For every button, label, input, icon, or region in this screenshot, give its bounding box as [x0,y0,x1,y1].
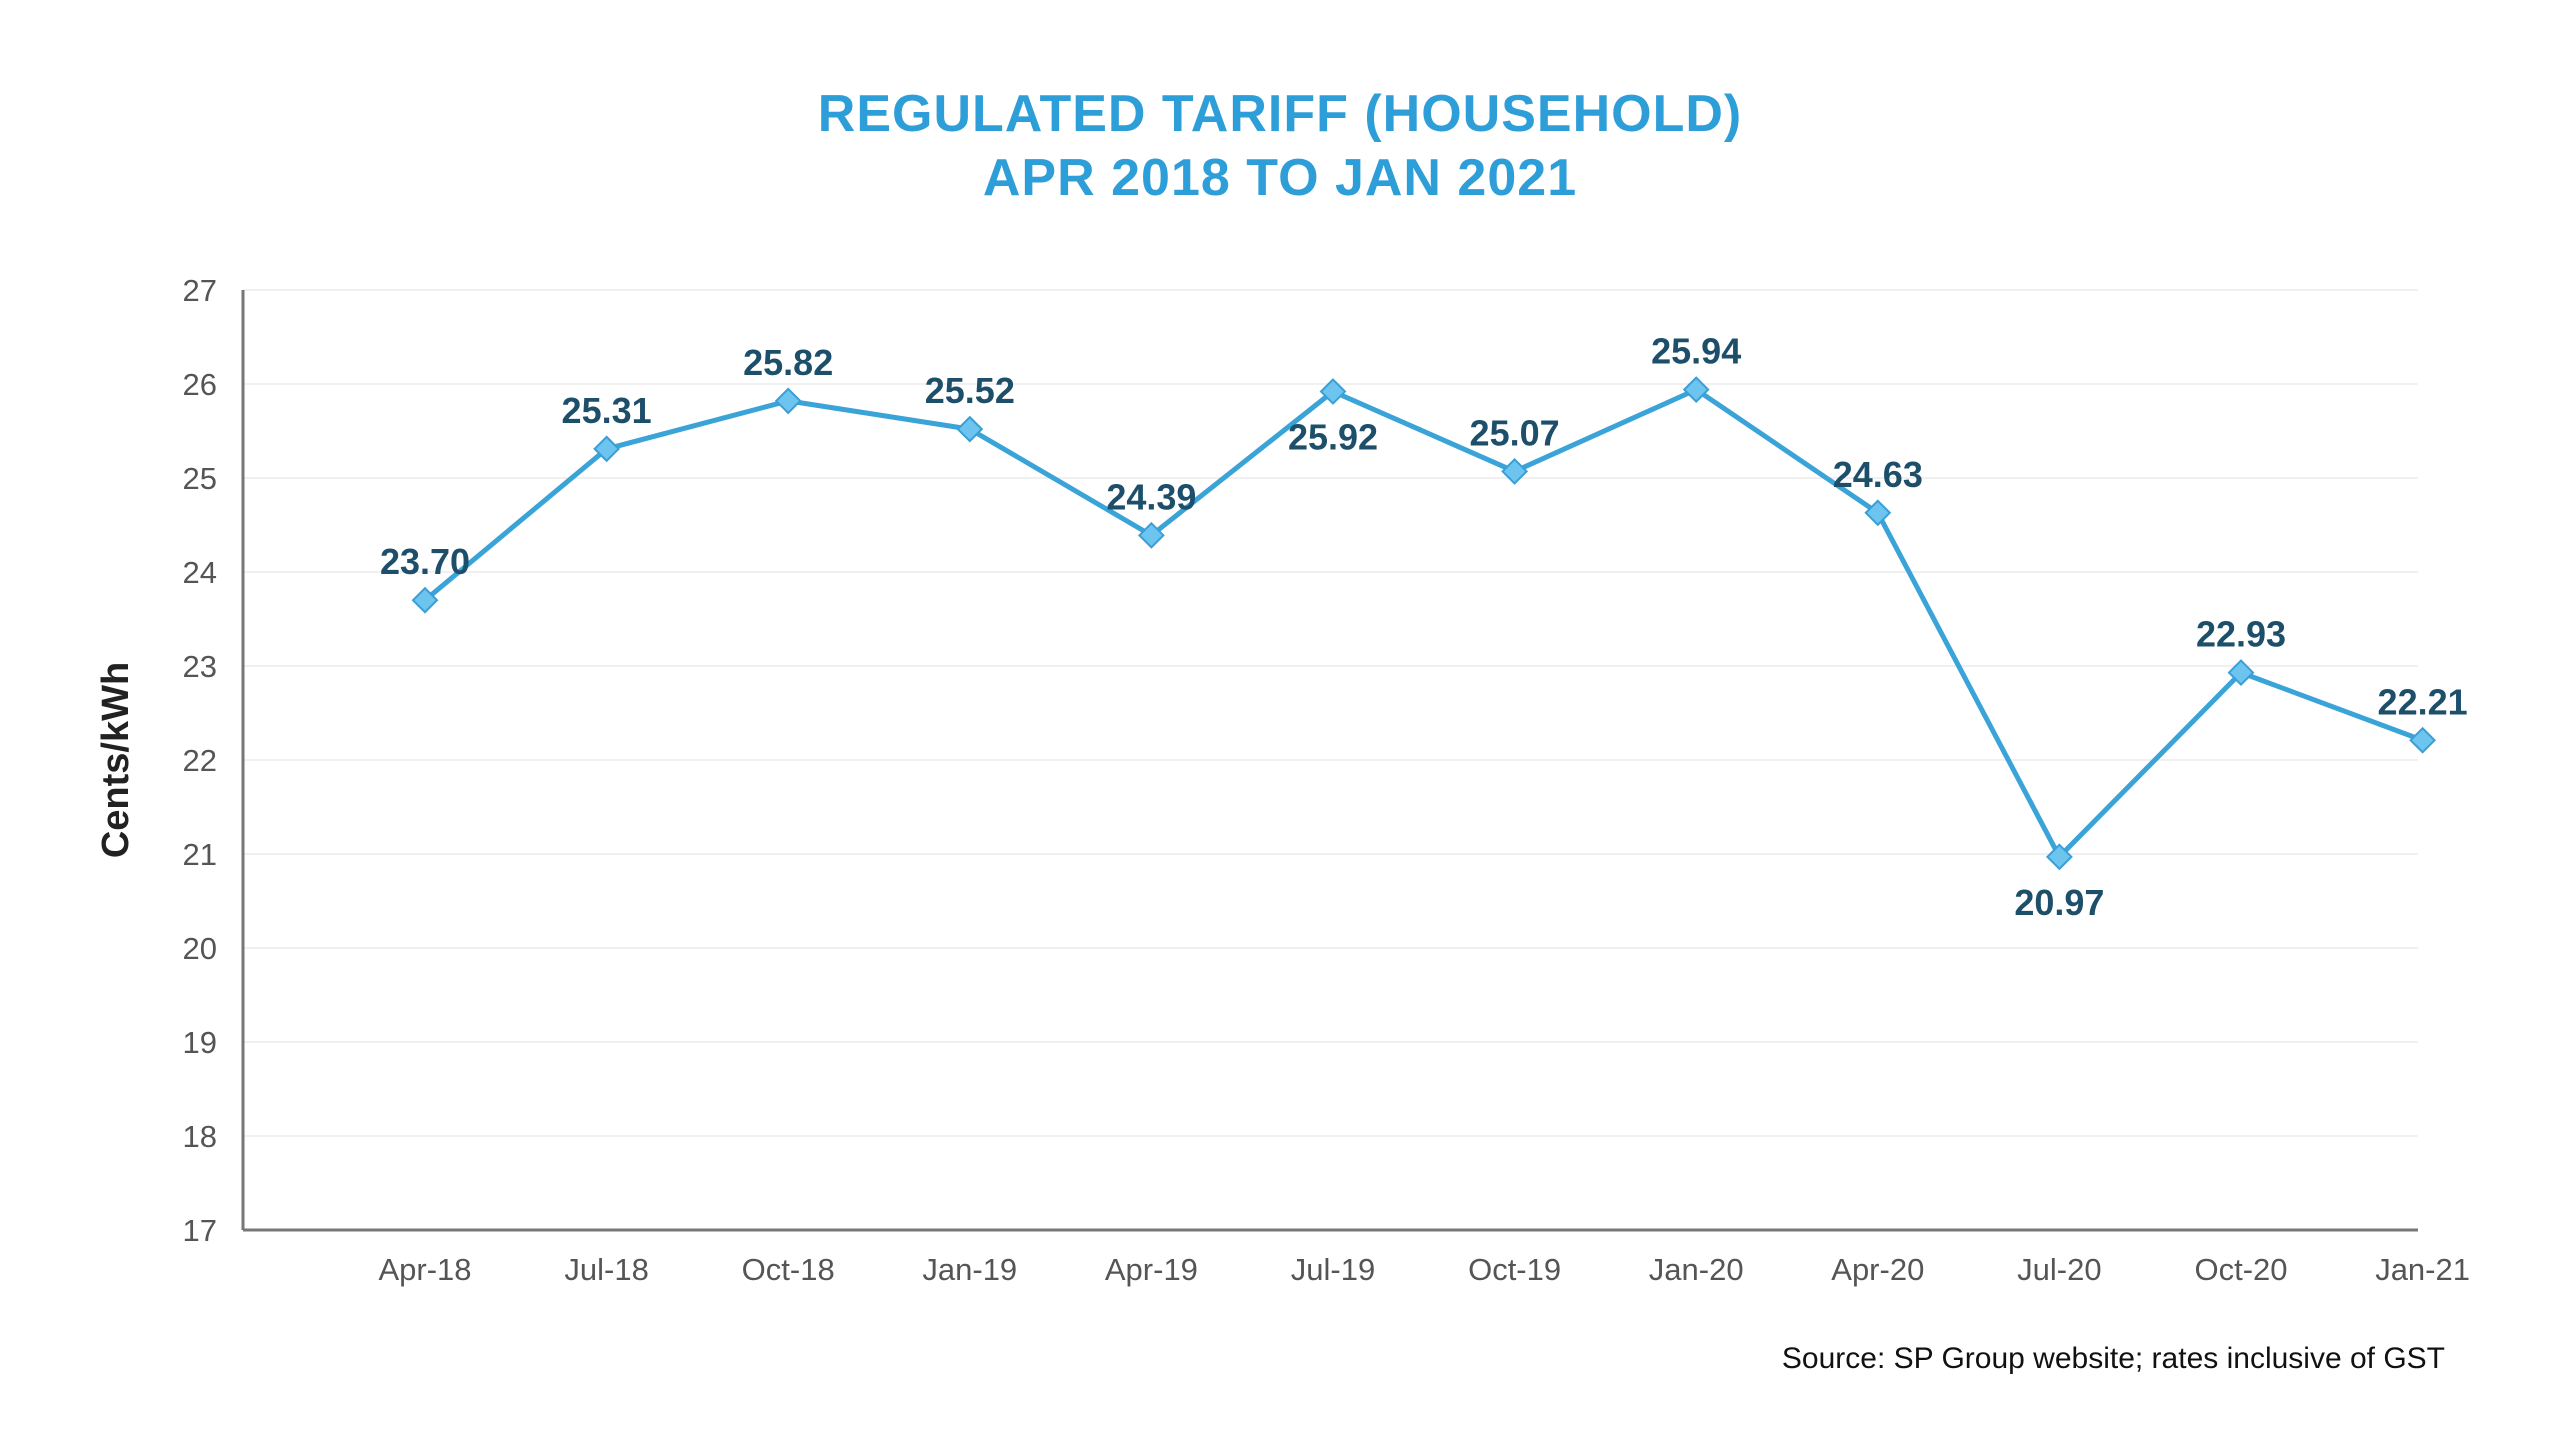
chart-title-line-1: REGULATED TARIFF (HOUSEHOLD) [817,85,1743,143]
x-tick-label: Apr-18 [378,1252,471,1287]
data-label: 22.93 [2196,614,2286,655]
data-label: 25.07 [1470,412,1560,453]
y-tick-label: 22 [183,743,217,778]
x-tick-label: Oct-19 [1468,1252,1561,1287]
y-tick-label: 21 [183,837,217,872]
data-point-marker [2409,726,2437,754]
series-line-layer [423,387,2424,860]
data-point-marker [1137,521,1165,549]
data-label: 24.39 [1106,476,1196,517]
data-point-marker [1682,376,1710,404]
data-label: 25.52 [925,370,1015,411]
y-tick-label: 27 [183,273,217,308]
data-labels: 23.70 25.31 25.82 25.52 24.39 25.92 25.07 25.94… [380,331,2468,923]
y-tick-label: 24 [183,555,217,590]
data-label: 20.97 [2014,882,2104,923]
x-tick-label: Jan-19 [922,1252,1017,1287]
x-tick-label: Apr-19 [1105,1252,1198,1287]
y-tick-label: 25 [183,461,217,496]
axes: 17 18 19 20 21 22 23 24 25 26 27 Apr-18 Jul-18 Oct-18… [183,273,2470,1287]
y-tick-label: 20 [183,931,217,966]
y-axis-label: Cents/kWh [95,662,137,858]
y-tick-label: 26 [183,367,217,402]
x-tick-label: Oct-18 [742,1252,835,1287]
y-tick-label: 23 [183,649,217,684]
y-tick-label: 18 [183,1119,217,1154]
data-point-marker [411,586,439,614]
data-label: 24.63 [1833,454,1923,495]
data-point-marker [774,387,802,415]
data-label: 23.70 [380,541,470,582]
x-tick-label: Jul-19 [1291,1252,1375,1287]
chart-title-line-2: APR 2018 TO JAN 2021 [982,149,1578,207]
data-point-marker [2045,843,2073,871]
data-point-marker [1501,458,1529,485]
series-markers [411,376,2437,871]
series-line [423,387,2424,860]
x-tick-label: Jul-18 [564,1252,648,1287]
y-tick-label: 17 [183,1213,217,1248]
chart-title: REGULATED TARIFF (HOUSEHOLD) APR 2018 TO… [0,82,2560,210]
data-point-marker [593,435,621,463]
x-tick-label: Jul-20 [2017,1252,2101,1287]
data-point-marker [2227,659,2255,686]
data-label: 25.92 [1288,417,1378,458]
source-note: Source: SP Group website; rates inclusiv… [1781,1342,2445,1375]
x-tick-label: Apr-20 [1831,1252,1924,1287]
y-tick-label: 19 [183,1025,217,1060]
x-tick-label: Jan-21 [2375,1252,2470,1287]
x-tick-label: Oct-20 [2194,1252,2287,1287]
data-label: 25.31 [562,390,652,431]
data-label: 22.21 [2378,681,2468,722]
x-tick-label: Jan-20 [1649,1252,1744,1287]
data-point-marker [1319,378,1347,405]
data-point-marker [1864,499,1892,527]
data-label: 25.82 [743,342,833,383]
data-point-marker [956,415,984,443]
data-label: 25.94 [1651,331,1741,372]
